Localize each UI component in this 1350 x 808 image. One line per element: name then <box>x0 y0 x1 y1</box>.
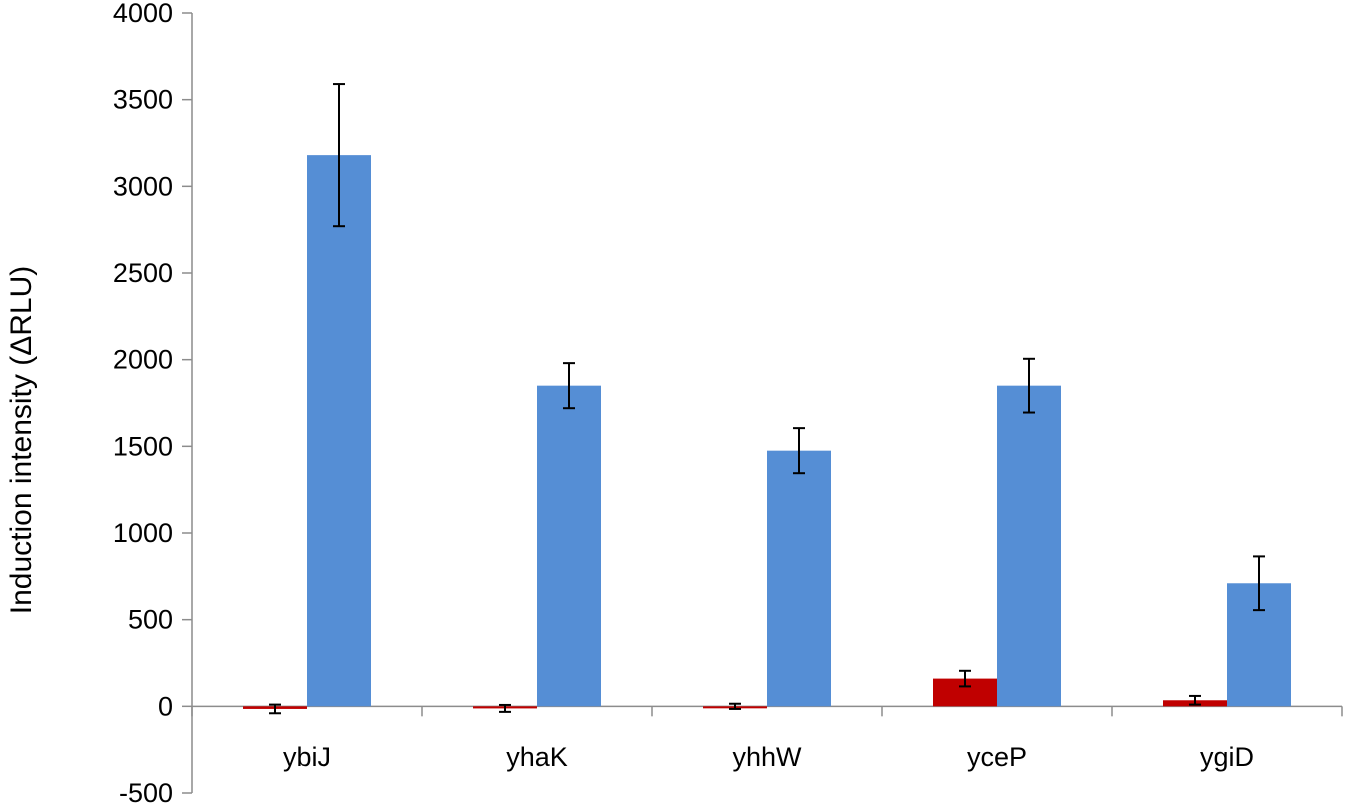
x-tick-label: yceP <box>967 742 1027 772</box>
y-tick-label: -500 <box>119 778 173 808</box>
x-tick-label: ygiD <box>1200 742 1254 772</box>
y-tick-label: 1000 <box>113 518 173 548</box>
y-tick-label: 4000 <box>113 0 173 28</box>
y-tick-label: 500 <box>128 605 173 635</box>
y-tick-label: 1500 <box>113 431 173 461</box>
bar <box>767 450 831 707</box>
bar <box>537 385 601 707</box>
y-axis: -500 0 500 1000 1500 2000 2500 3000 3500 4000 <box>113 0 193 808</box>
y-tick-label: 0 <box>158 691 173 721</box>
bars <box>243 155 1291 709</box>
x-tick-label: yhhW <box>732 742 802 772</box>
y-tick-label: 2500 <box>113 258 173 288</box>
x-tick-label: ybiJ <box>283 742 331 772</box>
x-axis: ybiJ yhaK yhhW yceP ygiD <box>191 705 1343 772</box>
x-tick-label: yhaK <box>506 742 568 772</box>
y-tick-label: 3000 <box>113 171 173 201</box>
bar <box>307 155 371 707</box>
bar <box>997 385 1061 707</box>
error-bars <box>269 83 1265 715</box>
y-tick-label: 2000 <box>113 345 173 375</box>
y-tick-label: 3500 <box>113 85 173 115</box>
y-axis-title: Induction intensity (ΔRLU) <box>5 266 38 615</box>
